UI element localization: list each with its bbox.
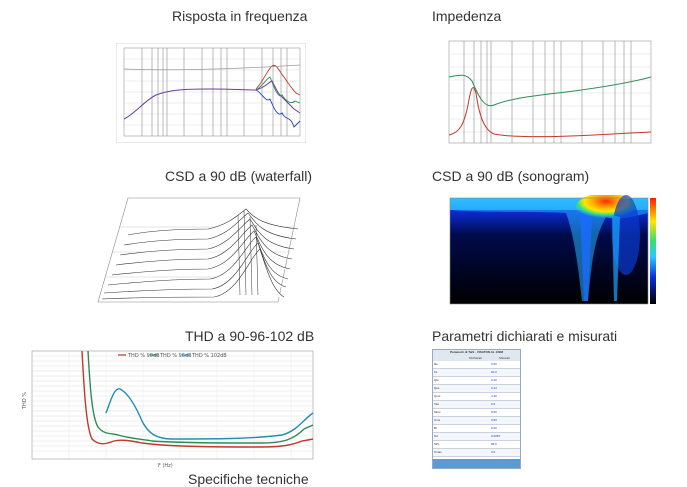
table-cell: 8.50 — [491, 410, 497, 414]
table-cell — [461, 441, 490, 448]
table-cell: 0.83 — [491, 418, 497, 422]
table-cell: Cms — [434, 418, 441, 422]
table-cell — [461, 369, 490, 376]
thd-chart[interactable]: THD % 90dB THD % 96dB THD % 102dB THD % … — [22, 347, 317, 471]
table-cell: Qes — [434, 386, 440, 390]
legend-thd-96: THD % 96dB — [159, 353, 192, 359]
params-table-body: Re 3.60 Fs 60.0 Qts 0.40 Qes 0.44 Qms 4.30 Vas 9.6 M… — [433, 361, 520, 465]
table-cell: Xmax — [434, 450, 442, 454]
thd-legend: THD % 90dB THD % 96dB THD % 102dB — [118, 353, 227, 359]
table-cell — [461, 361, 490, 368]
table-row: Cms 0.83 — [433, 417, 520, 425]
response-curve-red — [255, 65, 301, 96]
params-table-footer — [433, 459, 520, 468]
frequency-response-chart[interactable] — [116, 43, 306, 143]
table-cell: SPL — [434, 442, 440, 446]
table-cell — [461, 449, 490, 456]
table-cell — [461, 433, 490, 440]
specs-caption: Specifiche tecniche — [188, 471, 309, 487]
table-cell: Mms — [434, 410, 441, 414]
table-cell: Bl — [434, 426, 437, 430]
table-cell: 60.0 — [491, 370, 497, 374]
table-cell: 6.60 — [491, 426, 497, 430]
impedance-magnitude-curve — [448, 87, 652, 138]
table-cell: 4.30 — [491, 394, 497, 398]
thd-caption: THD a 90-96-102 dB — [185, 328, 315, 344]
csd-waterfall-caption: CSD a 90 dB (waterfall) — [165, 168, 313, 184]
table-cell: Fs — [434, 370, 438, 374]
table-row: Bl 6.60 — [433, 425, 520, 433]
freq-response-caption: Risposta in frequenza — [172, 8, 308, 24]
table-cell — [461, 377, 490, 384]
table-cell — [461, 393, 490, 400]
csd-waterfall-chart[interactable] — [88, 195, 310, 313]
thd-curve-96db — [87, 350, 314, 444]
table-row: Re 3.60 — [433, 361, 520, 369]
table-row: Qms 4.30 — [433, 393, 520, 401]
csd-sonogram-caption: CSD a 90 dB (sonogram) — [432, 168, 590, 184]
table-cell — [461, 409, 490, 416]
legend-thd-90: THD % 90dB — [127, 353, 160, 359]
table-row: Qes 0.44 — [433, 385, 520, 393]
thd-curve-90db — [81, 350, 314, 448]
table-cell: 89.6 — [491, 442, 497, 446]
table-cell: Re — [434, 362, 438, 366]
response-curve-blue — [255, 89, 301, 128]
thd-xlabel: F (Hz) — [158, 463, 173, 469]
params-table-header: Dichiarati Misurati — [433, 355, 520, 361]
csd-sonogram-chart[interactable] — [436, 195, 664, 321]
impedance-caption: Impedenza — [432, 8, 502, 24]
table-cell: 0.0087 — [491, 434, 501, 438]
table-row: Xmax 3.0 — [433, 449, 520, 457]
table-row: Vas 9.6 — [433, 401, 520, 409]
table-cell: Vas — [434, 402, 439, 406]
table-row: Qts 0.40 — [433, 377, 520, 385]
table-cell — [461, 385, 490, 392]
params-table[interactable]: Parametri di T&S - VISATON AL 130M Dichi… — [432, 349, 521, 469]
legend-thd-102: THD % 102dB — [191, 353, 227, 359]
table-cell: 3.60 — [491, 362, 497, 366]
table-cell: 0.40 — [491, 378, 497, 382]
table-row: Sd 0.0087 — [433, 433, 520, 441]
response-curve-green — [255, 76, 301, 104]
table-row: Mms 8.50 — [433, 409, 520, 417]
params-caption: Parametri dichiarati e misurati — [432, 328, 618, 344]
table-cell — [461, 417, 490, 424]
table-cell: Qms — [434, 394, 441, 398]
params-table-title: Parametri di T&S - VISATON AL 130M — [433, 350, 520, 355]
table-cell: Qts — [434, 378, 439, 382]
table-cell: 3.0 — [491, 450, 496, 454]
table-cell — [461, 401, 490, 408]
thd-ylabel: THD % — [22, 392, 28, 410]
table-cell — [461, 425, 490, 432]
table-row: SPL 89.6 — [433, 441, 520, 449]
table-cell: 9.6 — [491, 402, 496, 406]
table-row: Fs 60.0 — [433, 369, 520, 377]
table-cell: 0.44 — [491, 386, 497, 390]
impedance-chart[interactable] — [434, 35, 664, 155]
thd-curve-102db — [105, 388, 314, 440]
table-cell: Sd — [434, 434, 438, 438]
impedance-phase-curve — [448, 74, 652, 107]
